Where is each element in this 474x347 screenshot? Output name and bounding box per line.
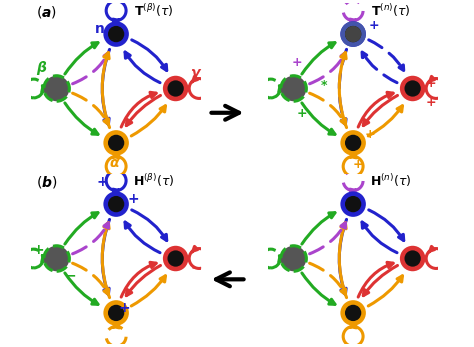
Text: $\mathbf{T}^{(\beta)}(\tau)$: $\mathbf{T}^{(\beta)}(\tau)$ bbox=[134, 2, 173, 19]
Circle shape bbox=[108, 196, 124, 212]
Text: $\mathbf{n}$: $\mathbf{n}$ bbox=[94, 22, 104, 36]
FancyArrowPatch shape bbox=[132, 210, 167, 240]
FancyArrowPatch shape bbox=[302, 103, 335, 134]
FancyArrowPatch shape bbox=[102, 49, 109, 124]
Circle shape bbox=[167, 250, 184, 267]
FancyArrowPatch shape bbox=[310, 223, 346, 254]
FancyArrowPatch shape bbox=[65, 273, 98, 304]
Circle shape bbox=[44, 246, 69, 271]
Text: +: + bbox=[426, 95, 437, 109]
FancyArrowPatch shape bbox=[121, 92, 156, 127]
FancyArrowPatch shape bbox=[73, 93, 109, 124]
Circle shape bbox=[340, 21, 366, 47]
Text: +: + bbox=[292, 57, 302, 69]
FancyArrowPatch shape bbox=[302, 273, 335, 304]
Text: +: + bbox=[353, 159, 364, 171]
FancyArrowPatch shape bbox=[73, 263, 109, 294]
Text: $(\boldsymbol{b})$: $(\boldsymbol{b})$ bbox=[36, 174, 58, 190]
FancyArrowPatch shape bbox=[102, 223, 109, 298]
Text: +: + bbox=[297, 108, 308, 120]
Circle shape bbox=[340, 191, 366, 217]
Text: +: + bbox=[128, 192, 139, 206]
FancyArrowPatch shape bbox=[358, 262, 393, 297]
FancyArrowPatch shape bbox=[358, 92, 393, 127]
Text: $(\boldsymbol{a})$: $(\boldsymbol{a})$ bbox=[36, 4, 57, 20]
Text: +: + bbox=[119, 301, 130, 315]
FancyArrowPatch shape bbox=[73, 223, 109, 254]
Circle shape bbox=[400, 246, 425, 271]
Text: +: + bbox=[97, 175, 109, 189]
FancyArrowPatch shape bbox=[131, 276, 165, 306]
FancyArrowPatch shape bbox=[65, 103, 98, 134]
Circle shape bbox=[108, 26, 124, 42]
Circle shape bbox=[103, 21, 129, 47]
FancyArrowPatch shape bbox=[363, 95, 398, 126]
FancyArrowPatch shape bbox=[339, 49, 346, 124]
FancyArrowPatch shape bbox=[126, 95, 161, 126]
Circle shape bbox=[404, 80, 421, 97]
Text: +: + bbox=[32, 243, 44, 257]
Text: +: + bbox=[368, 19, 379, 32]
Circle shape bbox=[404, 250, 421, 267]
FancyArrowPatch shape bbox=[121, 262, 156, 297]
FancyArrowPatch shape bbox=[126, 265, 161, 296]
FancyArrowPatch shape bbox=[65, 213, 98, 244]
Circle shape bbox=[340, 300, 366, 326]
FancyArrowPatch shape bbox=[339, 53, 346, 128]
FancyArrowPatch shape bbox=[302, 43, 335, 74]
Circle shape bbox=[281, 76, 306, 101]
FancyArrowPatch shape bbox=[369, 210, 404, 240]
Circle shape bbox=[103, 191, 129, 217]
Text: $\mathbf{H}^{(n)}(\tau)$: $\mathbf{H}^{(n)}(\tau)$ bbox=[370, 172, 411, 189]
FancyArrowPatch shape bbox=[339, 223, 346, 298]
FancyArrowPatch shape bbox=[132, 40, 167, 70]
Circle shape bbox=[345, 196, 361, 212]
FancyArrowPatch shape bbox=[302, 213, 335, 244]
Text: $\mathbf{T}^{(n)}(\tau)$: $\mathbf{T}^{(n)}(\tau)$ bbox=[371, 2, 410, 19]
FancyArrowPatch shape bbox=[125, 222, 160, 253]
Circle shape bbox=[345, 26, 361, 42]
Circle shape bbox=[108, 135, 124, 151]
Circle shape bbox=[167, 80, 184, 97]
FancyArrowPatch shape bbox=[368, 106, 402, 136]
FancyArrowPatch shape bbox=[363, 265, 398, 296]
FancyArrowPatch shape bbox=[102, 219, 109, 294]
FancyArrowPatch shape bbox=[362, 222, 397, 253]
FancyArrowPatch shape bbox=[102, 53, 109, 128]
Circle shape bbox=[44, 76, 69, 101]
Text: −: − bbox=[64, 269, 76, 282]
FancyArrowPatch shape bbox=[310, 263, 346, 294]
FancyArrowPatch shape bbox=[310, 93, 346, 124]
Circle shape bbox=[400, 76, 425, 101]
FancyArrowPatch shape bbox=[310, 53, 346, 84]
Circle shape bbox=[340, 130, 366, 156]
Circle shape bbox=[345, 305, 361, 321]
FancyArrowPatch shape bbox=[131, 106, 165, 136]
Text: +: + bbox=[426, 77, 437, 90]
Circle shape bbox=[163, 246, 188, 271]
Circle shape bbox=[103, 300, 129, 326]
Circle shape bbox=[281, 246, 306, 271]
Text: $\boldsymbol{\gamma}$: $\boldsymbol{\gamma}$ bbox=[190, 67, 202, 82]
Circle shape bbox=[345, 135, 361, 151]
Circle shape bbox=[163, 76, 188, 101]
Text: $\boldsymbol{\beta}$: $\boldsymbol{\beta}$ bbox=[36, 59, 47, 77]
FancyArrowPatch shape bbox=[369, 40, 404, 70]
Circle shape bbox=[340, 21, 366, 47]
Text: *: * bbox=[321, 78, 328, 92]
Text: $\mathbf{H}^{(\beta)}(\tau)$: $\mathbf{H}^{(\beta)}(\tau)$ bbox=[133, 172, 174, 189]
Circle shape bbox=[108, 305, 124, 321]
FancyArrowPatch shape bbox=[339, 219, 346, 294]
Text: +: + bbox=[365, 128, 375, 141]
FancyArrowPatch shape bbox=[368, 276, 402, 306]
Circle shape bbox=[345, 26, 361, 42]
Text: $\boldsymbol{\alpha}$: $\boldsymbol{\alpha}$ bbox=[109, 156, 120, 170]
FancyArrowPatch shape bbox=[362, 52, 397, 83]
FancyArrowPatch shape bbox=[125, 52, 160, 83]
Circle shape bbox=[103, 130, 129, 156]
FancyArrowPatch shape bbox=[73, 53, 109, 84]
FancyArrowPatch shape bbox=[65, 43, 98, 74]
Text: −: − bbox=[190, 260, 202, 274]
